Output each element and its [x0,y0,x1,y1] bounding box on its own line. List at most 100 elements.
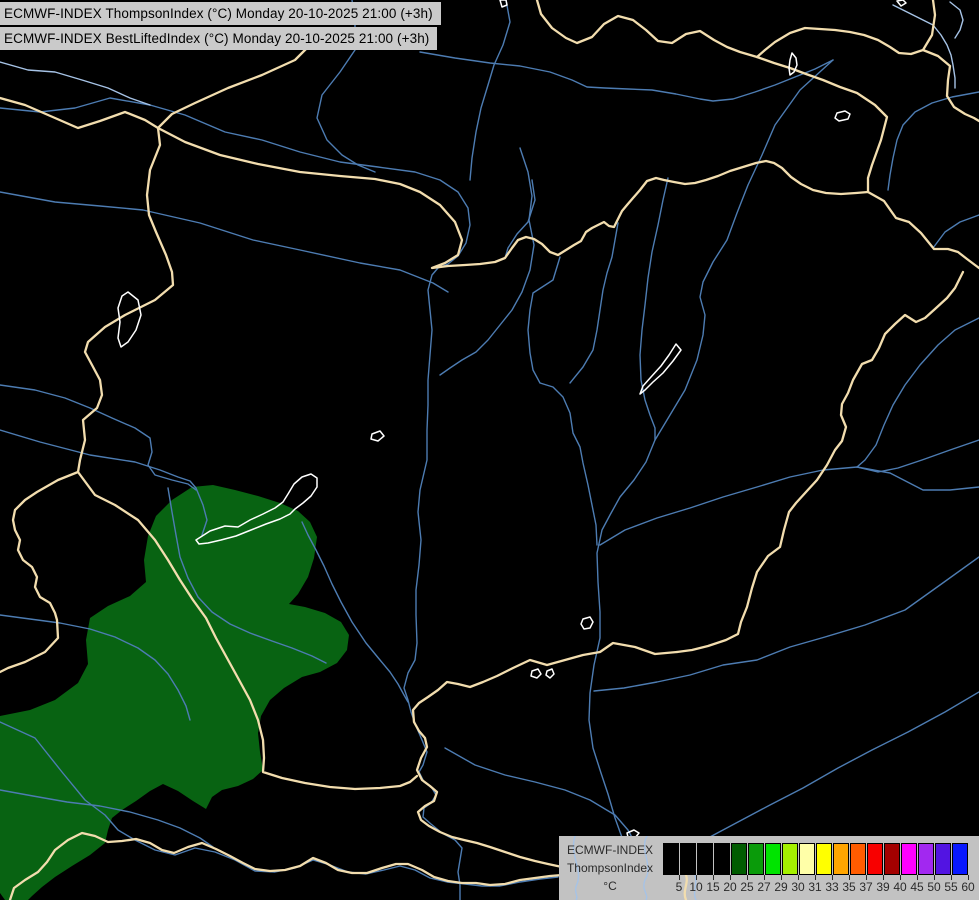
river-path [0,61,151,106]
legend-color-swatch [850,843,866,875]
river-path [588,59,834,900]
legend-color-swatch [918,843,934,875]
river-path [0,384,197,491]
legend-color-swatch [952,843,968,875]
legend-color-swatch [867,843,883,875]
border-path [0,96,160,130]
river-path [419,51,834,102]
river-path [693,874,697,900]
legend-map-decor [572,836,697,900]
river-path [504,179,536,259]
river-path [856,439,979,473]
legend-tick [696,875,697,880]
legend-tick-label: 45 [910,880,924,894]
lake-outline [834,110,851,122]
legend-tick-label: 31 [808,880,822,894]
legend-tick [815,875,816,880]
legend-color-swatch [816,843,832,875]
legend-tick [917,875,918,880]
legend-tick-label: 30 [791,880,805,894]
river-path [643,836,649,900]
legend-tick [900,875,901,880]
legend-tick-label: 10 [689,880,703,894]
river-path [892,4,956,89]
legend-color-swatch [833,843,849,875]
lake-outline [545,668,555,679]
legend-color-swatch [663,843,679,875]
river-path [0,614,191,721]
index-region-polygon [0,485,349,900]
legend-color-swatch [697,843,713,875]
border-path [8,831,564,900]
legend-tick-label: 39 [876,880,890,894]
legend-tick [781,875,782,880]
legend-tick [866,875,867,880]
lake-outline [788,52,798,76]
legend-tick-label: 33 [825,880,839,894]
legend-product-name: ECMWF-INDEX [567,843,653,857]
legend-unit-label: °C [603,879,617,893]
river-path [469,0,511,181]
legend-tick [730,875,731,880]
river-path [167,487,327,664]
legend-color-swatch [799,843,815,875]
legend-color-swatch [901,843,917,875]
river-path [0,789,214,848]
legend-tick [679,875,680,880]
border-path [921,48,979,123]
legend-color-swatch [714,843,730,875]
legend-tick [764,875,765,880]
legend-tick-label: 29 [774,880,788,894]
lake-outline [499,0,508,8]
legend-color-swatch [884,843,900,875]
border-path [76,470,419,791]
legend-tick-label: 50 [927,880,941,894]
legend-color-swatch [731,843,747,875]
river-path [439,147,535,376]
legend-index-name: ThompsonIndex [566,861,654,875]
legend-tick-label: 27 [757,880,771,894]
lake-outline [896,0,907,7]
river-path [593,556,979,692]
lake-outline [580,616,594,630]
legend-tick-label: 15 [706,880,720,894]
legend-color-swatch [782,843,798,875]
river-path [569,222,619,384]
river-path [527,256,598,546]
legend-tick [747,875,748,880]
lake-balaton-outline [195,473,318,545]
river-path [856,317,979,468]
border-path [675,270,965,654]
index-region [0,485,349,900]
legend-tick-label: 40 [893,880,907,894]
border-path [683,873,688,900]
lake-outline [370,430,385,442]
border-path [866,190,979,270]
legend-color-bar [663,843,968,875]
river-path [932,214,979,249]
legend-color-swatch [748,843,764,875]
lake-outline [530,668,542,679]
title-bar-best-lifted-index: ECMWF-INDEX BestLiftedIndex (°C) Monday … [0,27,438,50]
river-path [599,466,979,546]
river-path [316,0,376,173]
legend-tick-label: 35 [842,880,856,894]
legend-tick [934,875,935,880]
legend-tick [798,875,799,880]
river-path [887,91,979,191]
river-path [0,191,449,293]
legend-tick [951,875,952,880]
legend-tick-label: 37 [859,880,873,894]
legend-tick [849,875,850,880]
river-path [0,429,208,536]
border-path [755,0,937,59]
legend-tick-label: 20 [723,880,737,894]
legend-tick-label: 60 [961,880,975,894]
river-path [949,1,964,39]
legend-tick-label: 5 [675,880,683,894]
lake-ferto-outline [117,291,142,348]
lakes [117,0,907,839]
